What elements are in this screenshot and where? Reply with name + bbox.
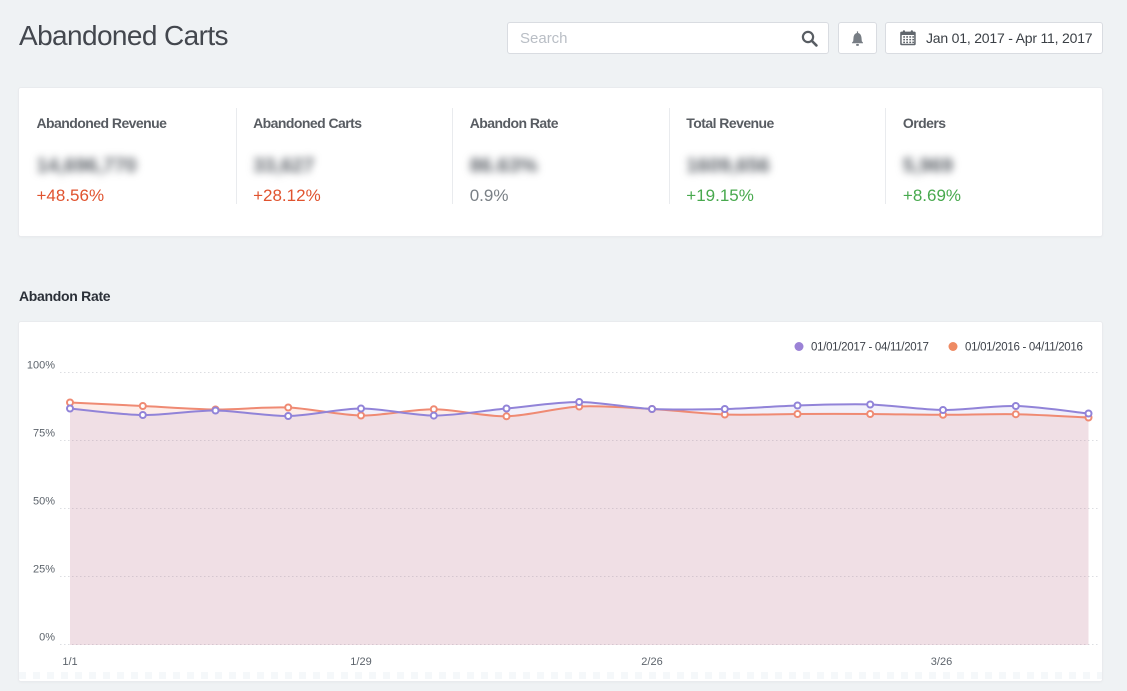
- svg-text:50%: 50%: [33, 496, 55, 508]
- svg-text:01/01/2017 - 04/11/2017: 01/01/2017 - 04/11/2017: [811, 342, 929, 354]
- svg-text:75%: 75%: [33, 428, 55, 440]
- svg-text:100%: 100%: [27, 360, 55, 372]
- svg-text:1/1: 1/1: [62, 656, 77, 668]
- svg-text:3/26: 3/26: [931, 656, 952, 668]
- svg-text:01/01/2016 - 04/11/2016: 01/01/2016 - 04/11/2016: [965, 342, 1083, 354]
- svg-text:0%: 0%: [39, 632, 55, 644]
- svg-text:2/26: 2/26: [641, 656, 662, 668]
- svg-text:1/29: 1/29: [350, 656, 371, 668]
- svg-text:25%: 25%: [33, 564, 55, 576]
